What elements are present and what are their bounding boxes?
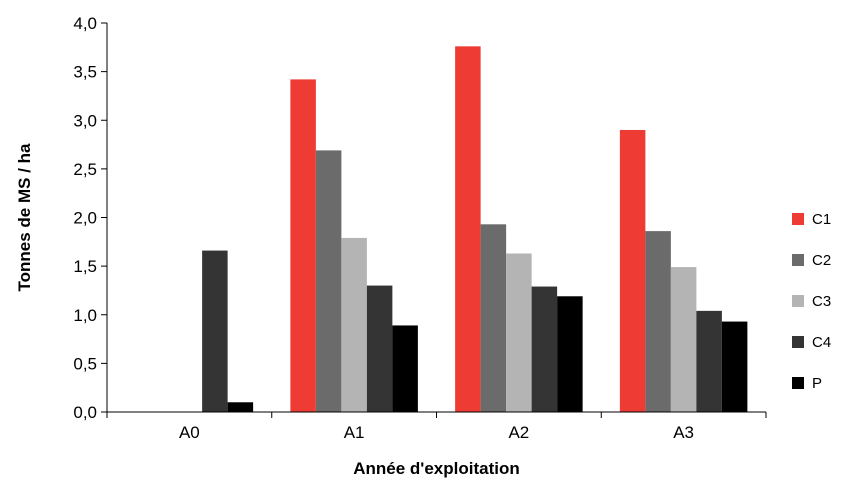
bar-c2-a3 <box>645 231 671 412</box>
y-axis-title: Tonnes de MS / ha <box>15 143 34 292</box>
bar-c3-a1 <box>341 237 367 412</box>
x-tick-label-a3: A3 <box>673 423 694 442</box>
legend-swatch-c4 <box>792 336 804 348</box>
bar-c2-a2 <box>480 224 507 412</box>
legend-swatch-c1 <box>792 213 804 225</box>
y-tick-label: 3,5 <box>73 63 97 82</box>
bar-p-a1 <box>392 325 418 412</box>
bar-c2-a1 <box>315 150 342 412</box>
legend-label-c1: C1 <box>812 211 831 228</box>
y-tick-label: 2,0 <box>73 209 97 228</box>
legend-label-c4: C4 <box>812 334 831 351</box>
y-tick-label: 1,5 <box>73 257 97 276</box>
bar-c4-a3 <box>696 310 722 412</box>
legend-label-p: P <box>812 375 822 392</box>
bar-c3-a2 <box>506 253 532 412</box>
y-tick-label: 0,5 <box>73 354 97 373</box>
y-tick-label: 0,0 <box>73 403 97 422</box>
bar-p-a2 <box>557 296 583 412</box>
legend: C1 C2 C3 C4 P <box>792 211 831 392</box>
y-tick-label: 4,0 <box>73 14 97 33</box>
bar-c1-a1 <box>290 79 316 412</box>
y-tick-label: 1,0 <box>73 306 97 325</box>
legend-swatch-c2 <box>792 254 804 266</box>
legend-label-c3: C3 <box>812 293 831 310</box>
x-axis-title: Année d'exploitation <box>353 459 520 478</box>
y-tick-label: 3,0 <box>73 111 97 130</box>
y-tick-label: 2,5 <box>73 160 97 179</box>
bar-c1-a3 <box>619 129 646 412</box>
x-tick-label-a1: A1 <box>344 423 365 442</box>
bar-c4-a2 <box>531 286 558 412</box>
x-tick-label-a2: A2 <box>508 423 529 442</box>
x-tick-label-a0: A0 <box>179 423 200 442</box>
bar-p-a0 <box>227 402 254 412</box>
bars-group <box>202 46 748 413</box>
y-ticks-group: 0,0 0,5 1,0 1,5 2,0 2,5 3,0 3,5 4,0 <box>73 14 107 422</box>
bar-c4-a0 <box>202 250 228 412</box>
legend-swatch-p <box>792 377 804 389</box>
bar-c3-a3 <box>670 267 697 412</box>
legend-label-c2: C2 <box>812 252 831 269</box>
bar-c4-a1 <box>366 285 393 412</box>
legend-swatch-c3 <box>792 295 804 307</box>
bar-c1-a2 <box>455 46 481 413</box>
bar-p-a3 <box>721 321 748 412</box>
x-ticks-group: A0 A1 A2 A3 <box>106 412 767 442</box>
